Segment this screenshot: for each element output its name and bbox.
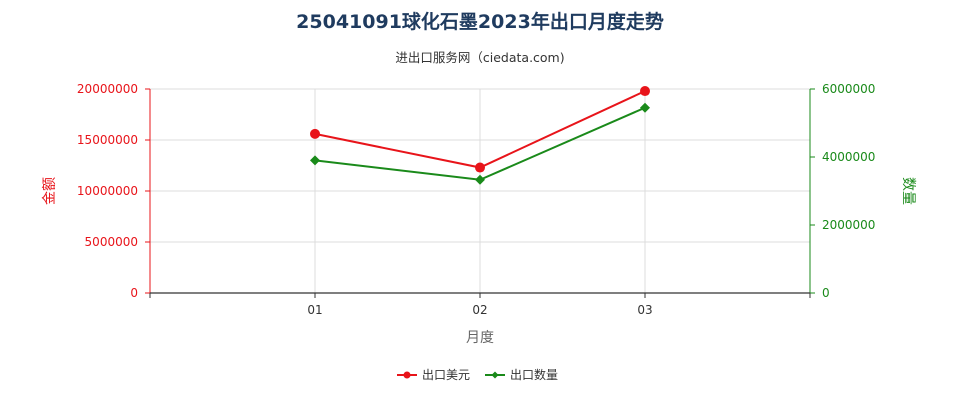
chart-subtitle: 进出口服务网（ciedata.com) [395, 50, 564, 65]
right-axis-tick-label: 2000000 [822, 218, 875, 232]
x-axis-label: 月度 [466, 330, 494, 346]
x-axis-tick-label: 02 [472, 303, 487, 317]
data-point [475, 162, 485, 173]
data-point [640, 86, 650, 97]
legend-marker [403, 371, 411, 379]
left-axis-tick-label: 15000000 [77, 133, 138, 147]
legend: 出口美元 出口数量 [397, 367, 558, 382]
legend-label: 出口数量 [510, 367, 558, 382]
data-point [640, 102, 650, 113]
right-axis-tick-label: 6000000 [822, 82, 875, 96]
right-axis-tick-label: 4000000 [822, 150, 875, 164]
legend-label: 出口美元 [422, 368, 470, 382]
left-axis-tick-label: 10000000 [77, 184, 138, 198]
right-axis-label: 数量 [900, 177, 916, 205]
data-point [310, 128, 320, 139]
x-axis-tick-label: 01 [307, 303, 322, 317]
left-axis-tick-label: 20000000 [77, 82, 138, 96]
left-axis-label: 金额 [42, 177, 58, 205]
chart-title: 25041091球化石墨2023年出口月度走势 [296, 10, 664, 33]
left-axis-tick-label: 5000000 [85, 235, 138, 249]
data-point [310, 155, 320, 166]
legend-marker [491, 371, 499, 379]
right-axis-tick-label: 0 [822, 286, 830, 300]
left-axis-tick-label: 0 [130, 286, 138, 300]
x-axis-tick-label: 03 [637, 303, 652, 317]
plot-area: 0 5000000 10000000 15000000 20000000 0 2000000… [77, 82, 876, 317]
data-point [475, 174, 485, 185]
